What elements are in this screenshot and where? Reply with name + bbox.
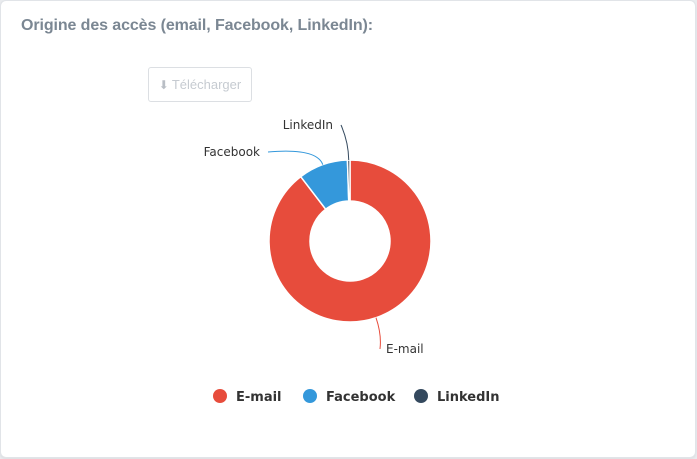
legend-item-linkedin[interactable]: LinkedIn	[414, 389, 500, 405]
panel-title: Origine des accès (email, Facebook, Link…	[21, 17, 373, 34]
slice-e-mail[interactable]	[268, 159, 432, 323]
slice-linkedin[interactable]	[346, 159, 351, 202]
slice-label-e-mail: E-mail	[386, 342, 424, 356]
download-button-label: Télécharger	[171, 77, 242, 92]
slice-label-linkedin: LinkedIn	[283, 118, 333, 132]
download-button[interactable]: ⬇ Télécharger	[148, 67, 252, 102]
legend-label-facebook: Facebook	[326, 390, 396, 405]
connector-e-mail	[375, 317, 381, 350]
legend-marker-e-mail	[213, 389, 227, 403]
legend-marker-facebook	[303, 389, 317, 403]
download-icon: ⬇	[158, 77, 169, 92]
slice-label-facebook: Facebook	[204, 145, 260, 159]
legend-item-facebook[interactable]: Facebook	[303, 389, 396, 405]
legend-item-e-mail[interactable]: E-mail	[213, 389, 282, 405]
legend-label-e-mail: E-mail	[236, 390, 282, 405]
legend-label-linkedin: LinkedIn	[437, 390, 500, 405]
legend-marker-linkedin	[414, 389, 428, 403]
connector-facebook	[267, 150, 324, 165]
connector-linkedin	[340, 124, 350, 161]
